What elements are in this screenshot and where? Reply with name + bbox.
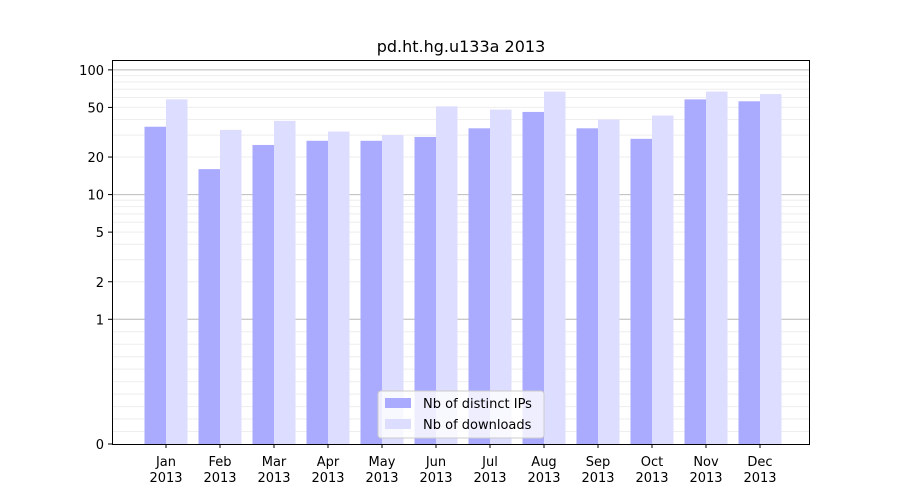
x-tick-label-year: 2013 xyxy=(149,471,182,486)
legend: Nb of distinct IPs Nb of downloads xyxy=(377,390,545,439)
x-tick-label-year: 2013 xyxy=(527,471,560,486)
x-tick-label-year: 2013 xyxy=(473,471,506,486)
bar-downloads xyxy=(598,119,620,444)
bar-downloads xyxy=(544,91,566,445)
y-tick-label: 2 xyxy=(96,276,104,291)
bar-downloads xyxy=(760,94,782,445)
bar-downloads xyxy=(652,115,674,444)
bar-distinct-ips xyxy=(144,126,166,444)
bar-downloads xyxy=(220,129,242,444)
bar-downloads xyxy=(166,99,188,444)
legend-label-downloads: Nb of downloads xyxy=(423,418,532,433)
plot-frame xyxy=(112,60,810,445)
x-tick-label-month: Mar xyxy=(262,455,287,470)
x-tick-label-month: Feb xyxy=(208,455,231,470)
legend-box xyxy=(377,390,545,439)
bar-downloads xyxy=(436,106,458,444)
y-tick-label: 100 xyxy=(79,64,104,79)
x-tick-label-year: 2013 xyxy=(311,471,344,486)
x-tick-label-year: 2013 xyxy=(689,471,722,486)
y-tick-label: 10 xyxy=(87,189,104,204)
bar-distinct-ips xyxy=(684,99,706,444)
bar-distinct-ips xyxy=(198,169,220,444)
bar-distinct-ips xyxy=(738,101,760,445)
x-tick-label-month: Sep xyxy=(586,455,611,470)
x-tick-label-month: Aug xyxy=(531,455,556,470)
bar-downloads xyxy=(706,91,728,445)
y-axis: 0 1 2 5 10 20 50 100 xyxy=(79,64,112,453)
bars xyxy=(144,91,782,445)
x-tick-label-year: 2013 xyxy=(743,471,776,486)
x-tick-label-month: Nov xyxy=(693,455,719,470)
legend-swatch-downloads xyxy=(385,419,411,429)
y-tick-label: 1 xyxy=(96,313,104,328)
x-tick-label-year: 2013 xyxy=(635,471,668,486)
x-tick-label-month: Jul xyxy=(481,455,498,470)
bar-distinct-ips xyxy=(522,111,544,445)
chart-title: pd.ht.hg.u133a 2013 xyxy=(377,37,546,56)
bar-distinct-ips xyxy=(630,138,652,444)
x-tick-label-month: Jan xyxy=(155,455,176,470)
x-tick-label-month: May xyxy=(369,455,396,470)
y-tick-label: 0 xyxy=(96,438,104,453)
bar-distinct-ips xyxy=(252,144,274,445)
bar-downloads xyxy=(382,135,404,445)
y-tick-label: 50 xyxy=(87,101,104,116)
legend-label-distinct-ips: Nb of distinct IPs xyxy=(423,397,532,412)
legend-swatch-distinct-ips xyxy=(385,398,411,408)
y-tick-label: 5 xyxy=(96,226,104,241)
x-axis: Jan2013Feb2013Mar2013Apr2013May2013Jun20… xyxy=(149,444,777,486)
x-tick-label-year: 2013 xyxy=(419,471,452,486)
x-tick-label-year: 2013 xyxy=(257,471,290,486)
bar-downloads xyxy=(274,120,296,444)
bar-distinct-ips xyxy=(414,136,436,445)
x-tick-label-month: Dec xyxy=(747,455,772,470)
bar-downloads xyxy=(490,109,512,444)
bar-distinct-ips xyxy=(306,140,328,444)
x-tick-label-year: 2013 xyxy=(203,471,236,486)
bar-distinct-ips xyxy=(468,128,490,445)
y-tick-label: 20 xyxy=(87,151,104,166)
bar-distinct-ips xyxy=(360,140,382,444)
bar-distinct-ips xyxy=(576,128,598,445)
x-tick-label-month: Oct xyxy=(641,455,663,470)
x-tick-label-month: Apr xyxy=(317,455,340,470)
bar-downloads xyxy=(328,131,350,445)
x-tick-label-year: 2013 xyxy=(365,471,398,486)
x-tick-label-year: 2013 xyxy=(581,471,614,486)
x-tick-label-month: Jun xyxy=(425,455,446,470)
